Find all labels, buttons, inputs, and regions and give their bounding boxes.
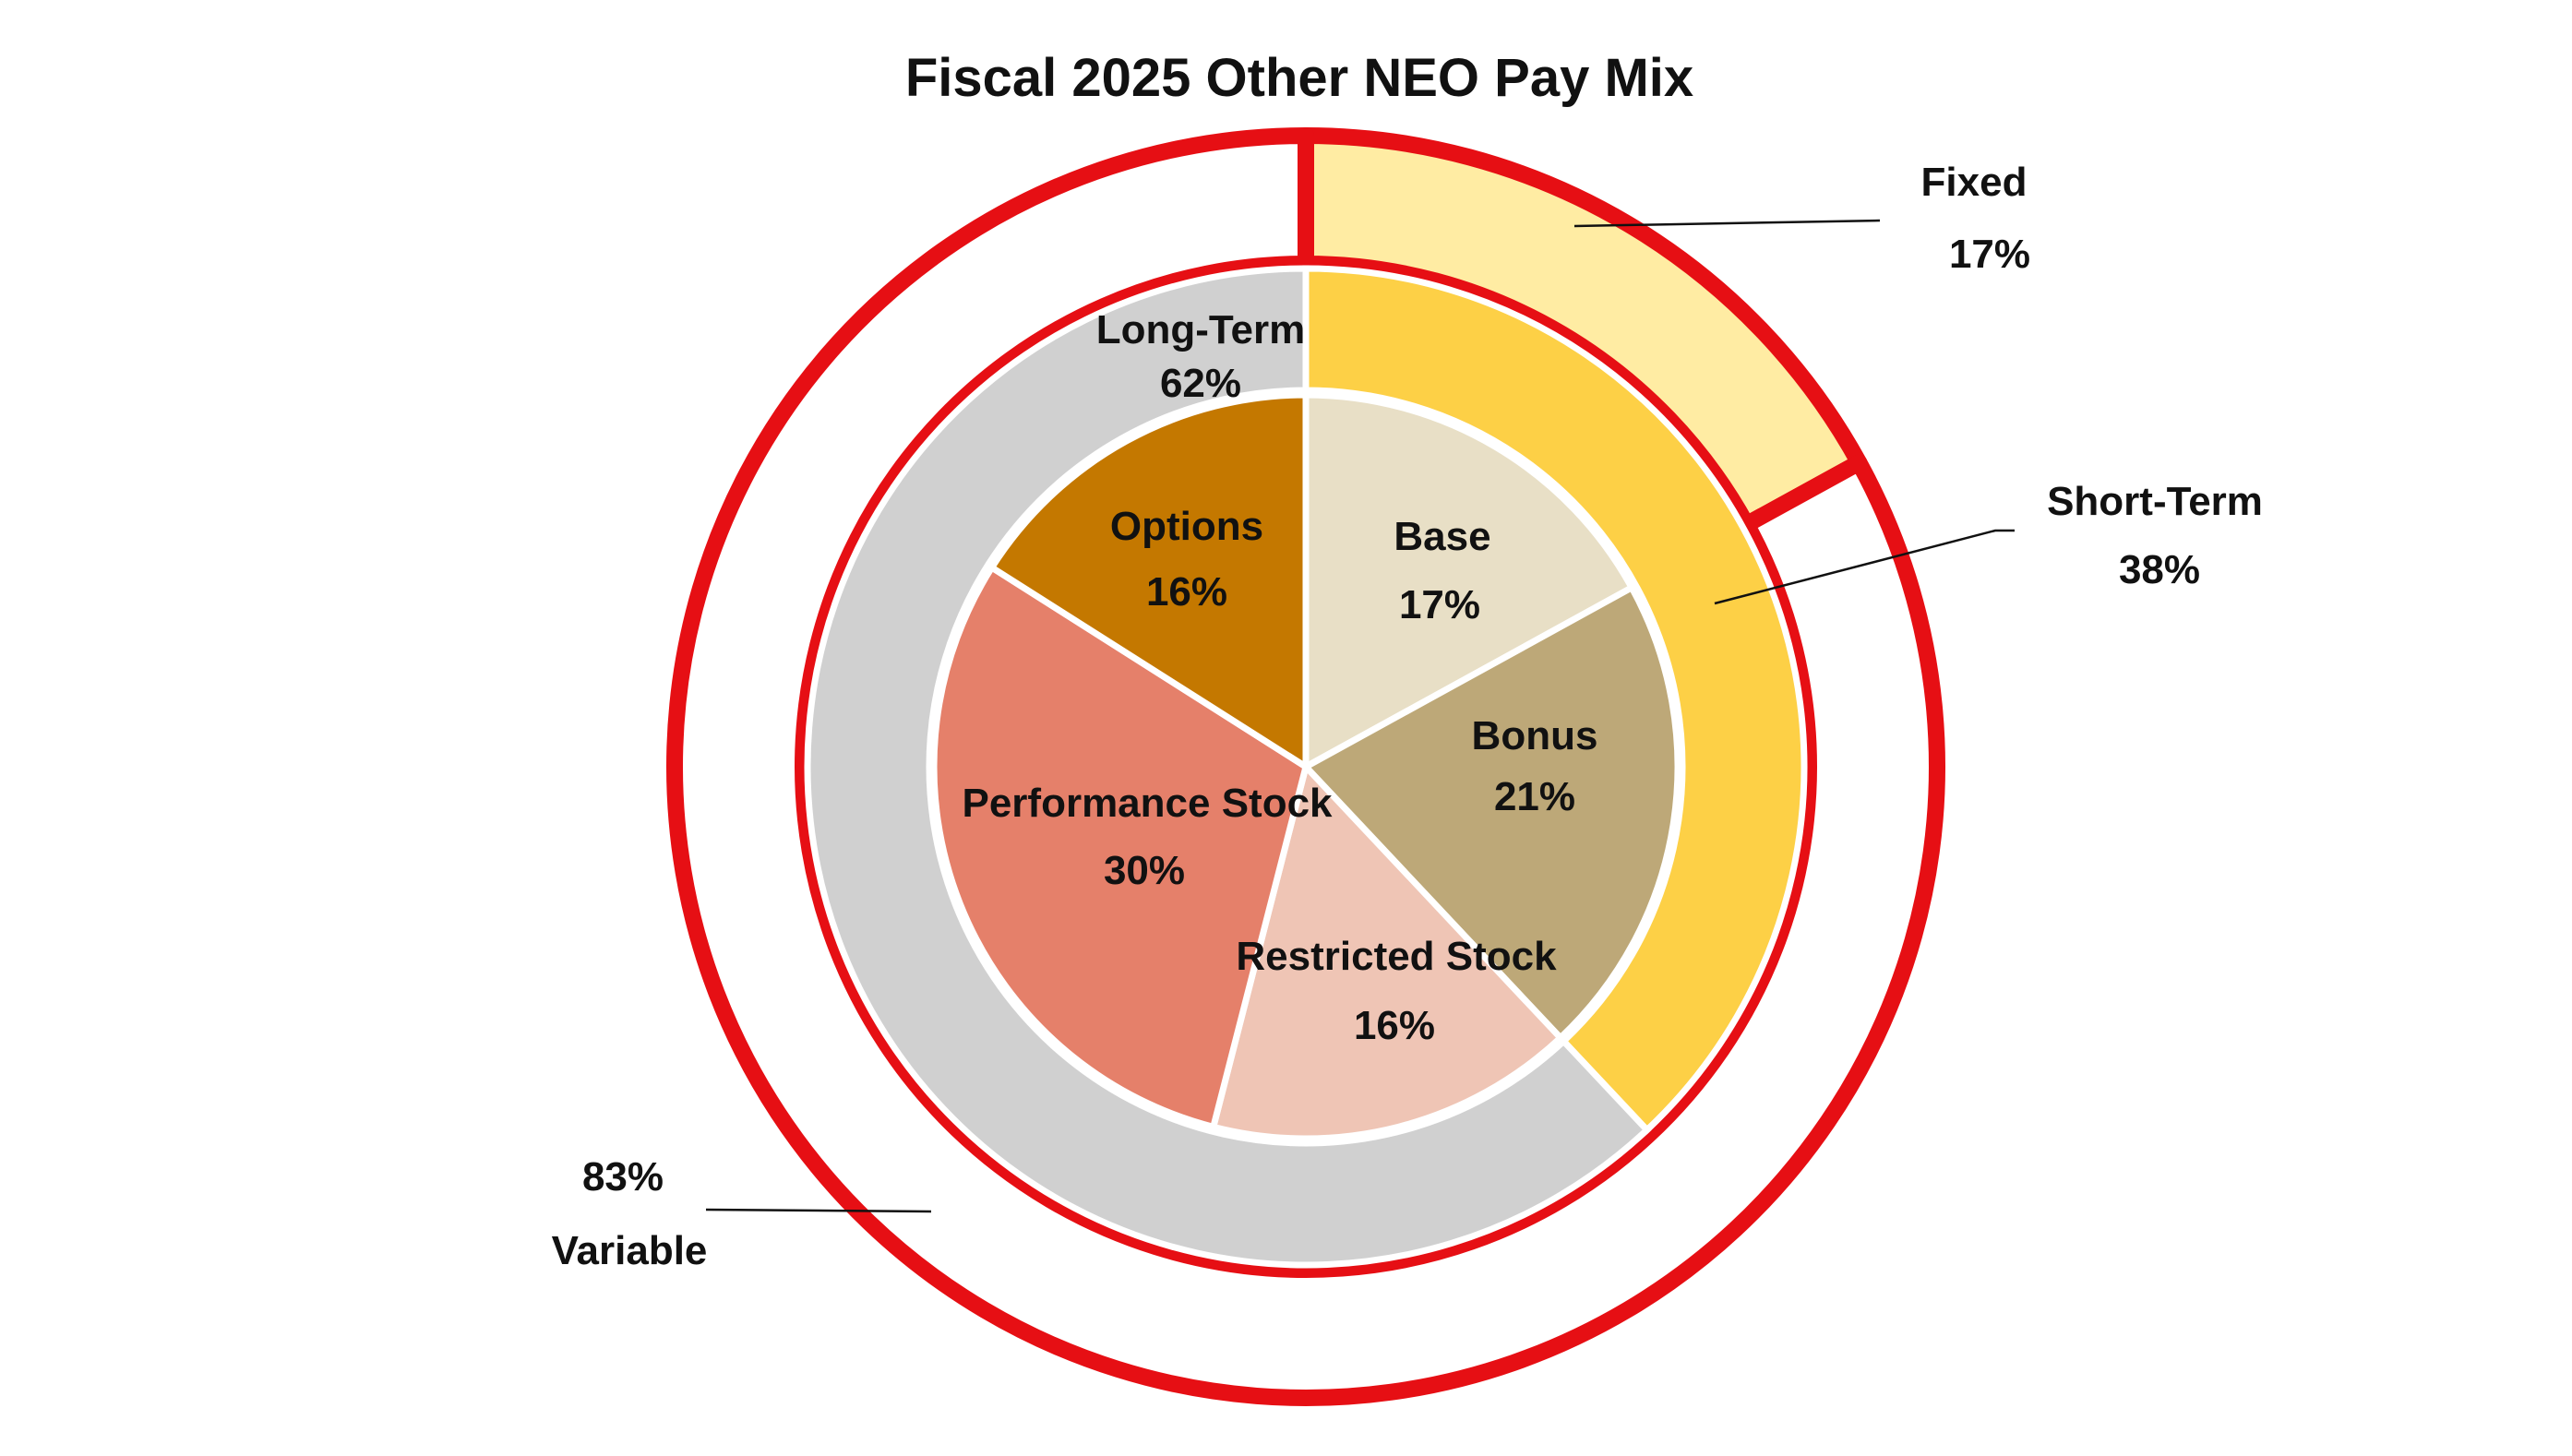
value-fixed: 17% xyxy=(1949,232,2030,277)
leader-line-short-term xyxy=(1714,529,2015,605)
label-bonus: Bonus xyxy=(1472,713,1598,758)
slice-inner-restricted-stock xyxy=(1209,759,1565,1142)
value-restricted-stock: 16% xyxy=(1354,1003,1435,1048)
label-base: Base xyxy=(1394,514,1490,559)
value-variable: 83% xyxy=(582,1154,664,1199)
value-options: 16% xyxy=(1146,569,1227,615)
chart-title: Fiscal 2025 Other NEO Pay Mix xyxy=(905,48,1693,108)
slice-middle-long-term xyxy=(804,265,1652,1269)
label-long-term: Long-Term xyxy=(1096,307,1306,352)
label-variable: Variable xyxy=(552,1228,708,1273)
value-bonus: 21% xyxy=(1494,774,1575,819)
leader-line-variable xyxy=(705,1208,932,1213)
label-performance-stock: Performance Stock xyxy=(962,781,1333,826)
value-short-term: 38% xyxy=(2119,547,2200,592)
slice-inner-bonus xyxy=(1300,583,1681,1043)
label-restricted-stock: Restricted Stock xyxy=(1236,934,1557,979)
label-short-term: Short-Term xyxy=(2047,479,2263,524)
value-performance-stock: 30% xyxy=(1104,848,1185,893)
leader-line-fixed xyxy=(1573,219,1881,228)
value-base: 17% xyxy=(1399,582,1480,627)
slice-inner-options xyxy=(987,391,1310,773)
label-fixed: Fixed xyxy=(1921,160,2028,205)
value-long-term: 62% xyxy=(1160,361,1241,406)
slice-inner-performance-stock xyxy=(930,563,1310,1131)
slice-inner-base xyxy=(1302,391,1636,772)
slice-outer-variable xyxy=(666,127,1945,1406)
slice-middle-short-term xyxy=(1302,265,1808,1135)
label-options: Options xyxy=(1110,504,1263,549)
